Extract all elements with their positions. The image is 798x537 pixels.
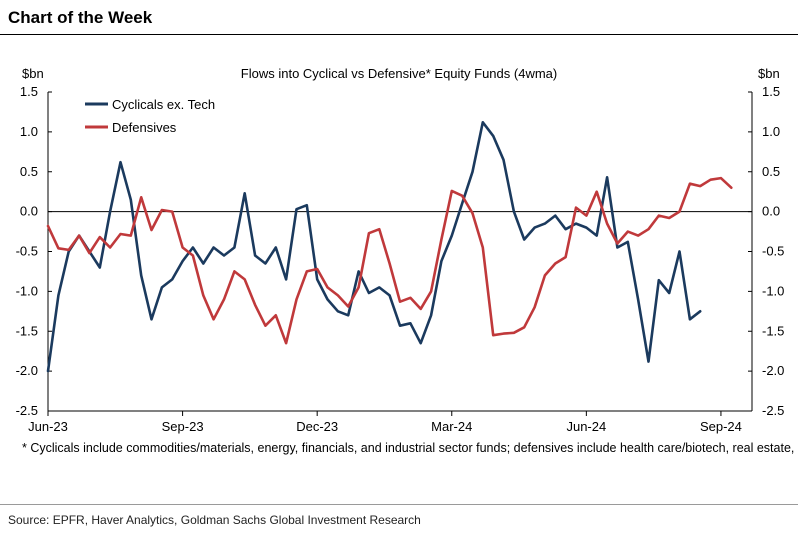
y-tick-label-left: 0.5 — [20, 164, 38, 179]
y-tick-label-right: -1.5 — [762, 323, 784, 338]
x-tick-label: Mar-24 — [431, 419, 472, 434]
x-tick-label: Dec-23 — [296, 419, 338, 434]
y-tick-label-right: 0.5 — [762, 164, 780, 179]
chart-title: Flows into Cyclical vs Defensive* Equity… — [241, 66, 557, 81]
line-chart: Flows into Cyclical vs Defensive* Equity… — [16, 66, 785, 434]
y-tick-label-left: 1.0 — [20, 124, 38, 139]
y-tick-label-left: -1.0 — [16, 283, 38, 298]
y-tick-label-left: -0.5 — [16, 244, 38, 259]
y-tick-label-right: 1.0 — [762, 124, 780, 139]
series-line-cyclicals — [46, 121, 702, 373]
title-divider — [0, 34, 798, 35]
y-tick-label-right: -1.0 — [762, 283, 784, 298]
y-tick-label-left: 0.0 — [20, 204, 38, 219]
series-line-defensives — [46, 176, 733, 345]
y-axis-label-right: $bn — [758, 66, 780, 81]
y-tick-label-right: 0.0 — [762, 204, 780, 219]
legend-label-defensives: Defensives — [112, 120, 177, 135]
y-tick-label-left: 1.5 — [20, 84, 38, 99]
y-tick-label-right: -2.5 — [762, 403, 784, 418]
footer-divider — [0, 504, 798, 505]
footnote: * Cyclicals include commodities/material… — [22, 441, 795, 455]
y-tick-label-left: -2.5 — [16, 403, 38, 418]
y-tick-label-right: -2.0 — [762, 363, 784, 378]
x-tick-label: Sep-23 — [162, 419, 204, 434]
y-tick-label-left: -2.0 — [16, 363, 38, 378]
page-title: Chart of the Week — [8, 8, 153, 27]
y-tick-label-right: -0.5 — [762, 244, 784, 259]
y-tick-label-right: 1.5 — [762, 84, 780, 99]
y-tick-label-left: -1.5 — [16, 323, 38, 338]
x-tick-label: Jun-23 — [28, 419, 68, 434]
source-note: Source: EPFR, Haver Analytics, Goldman S… — [8, 513, 421, 527]
y-axis-label-left: $bn — [22, 66, 44, 81]
legend-label-cyclicals: Cyclicals ex. Tech — [112, 97, 215, 112]
x-tick-label: Sep-24 — [700, 419, 742, 434]
x-tick-label: Jun-24 — [566, 419, 606, 434]
